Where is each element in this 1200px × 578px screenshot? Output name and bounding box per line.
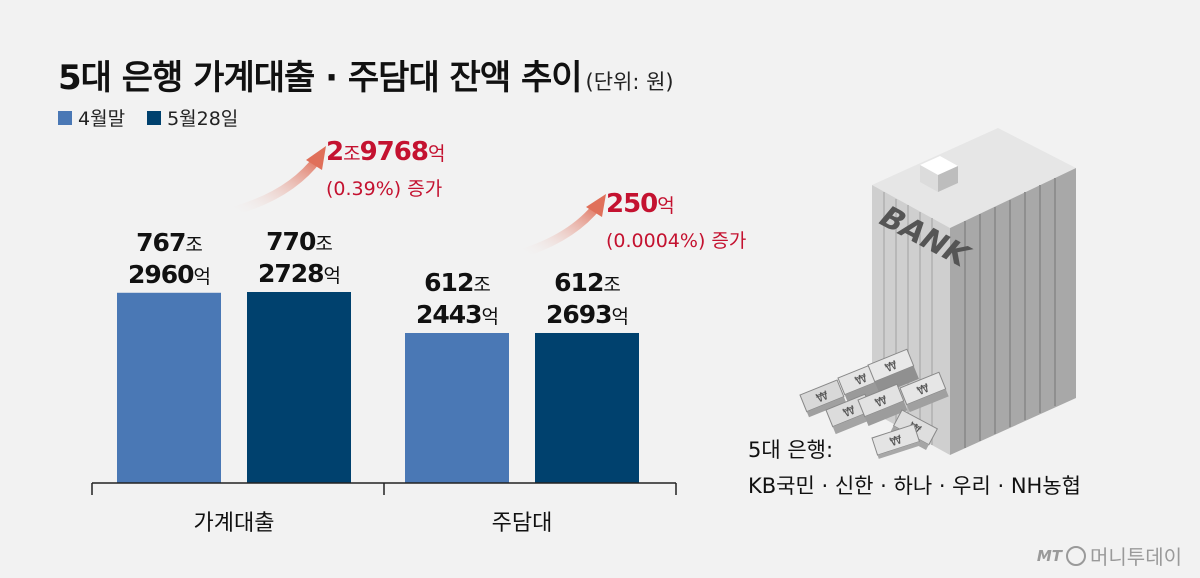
bars	[117, 292, 639, 483]
legend-label-april: 4월말	[78, 108, 126, 130]
increase-arrow	[515, 200, 603, 259]
legend-label-may: 5월28일	[167, 108, 239, 130]
legend: 4월말 5월28일	[58, 104, 238, 131]
change-annotations: 2조9768억 (0.39%) 증가 250억 (0.0004%) 증가	[225, 137, 746, 259]
bar-mortgage-may	[535, 332, 639, 483]
chart-title-wrap: 5대 은행 가계대출 · 주담대 잔액 추이 (단위: 원)	[58, 50, 674, 99]
money-symbol: ₩	[853, 371, 869, 388]
brand-name: 머니투데이	[1090, 545, 1182, 569]
increase-arrow-head	[586, 194, 606, 217]
legend-item-may: 5월28일	[147, 104, 238, 131]
bar-label-jo: 767조	[136, 228, 202, 257]
bar-mortgage-april	[405, 333, 509, 483]
change-amount: 250억	[606, 189, 674, 219]
money-symbol: ₩	[915, 381, 931, 398]
change-percent: (0.0004%) 증가	[606, 230, 746, 252]
bar-label-eok: 2693억	[546, 300, 628, 329]
increase-arrow	[225, 153, 323, 217]
brand-mt: MT	[1036, 546, 1062, 565]
bank-note-heading: 5대 은행:	[748, 438, 834, 462]
bar-household-april	[117, 292, 221, 483]
bank-note-list: KB국민 · 신한 · 하나 · 우리 · NH농협	[748, 474, 1081, 498]
bar-label-eok: 2728억	[258, 259, 340, 288]
brand-circle-icon	[1066, 545, 1086, 566]
increase-arrow-head	[306, 146, 326, 170]
legend-swatch-april	[58, 110, 72, 125]
legend-swatch-may	[147, 110, 162, 125]
legend-item-april: 4월말	[58, 104, 125, 131]
bar-label-jo: 612조	[554, 268, 620, 297]
bar-label-jo: 612조	[424, 268, 490, 297]
bar-household-may	[247, 292, 351, 483]
category-label: 주담대	[492, 511, 553, 536]
bar-label-eok: 2960억	[128, 260, 210, 289]
bar-labels: 767조 2960억 770조 2728억 612조 2443억 612조 2693억	[128, 227, 629, 329]
money-symbol: ₩	[873, 393, 889, 410]
change-amount: 2조9768억	[326, 137, 444, 167]
change-percent: (0.39%) 증가	[326, 178, 442, 200]
brand-logo: MT 머니투데이	[1037, 541, 1182, 570]
category-label: 가계대출	[194, 511, 275, 536]
bar-label-eok: 2443억	[416, 300, 498, 329]
bank-note: 5대 은행: KB국민 · 신한 · 하나 · 우리 · NH농협	[748, 432, 1081, 504]
money-stacks-illustration: ₩ ₩ ₩ ₩ ₩ ₩ ₩	[799, 348, 949, 459]
unit-label: (단위: 원)	[585, 70, 674, 94]
money-symbol: ₩	[814, 388, 830, 405]
bar-label-jo: 770조	[266, 227, 332, 256]
x-axis: 가계대출 주담대	[91, 482, 677, 536]
chart-title: 5대 은행 가계대출 · 주담대 잔액 추이	[58, 58, 583, 98]
money-symbol: ₩	[888, 432, 904, 449]
money-symbol: ₩	[841, 403, 857, 420]
money-symbol: ₩	[883, 358, 899, 375]
